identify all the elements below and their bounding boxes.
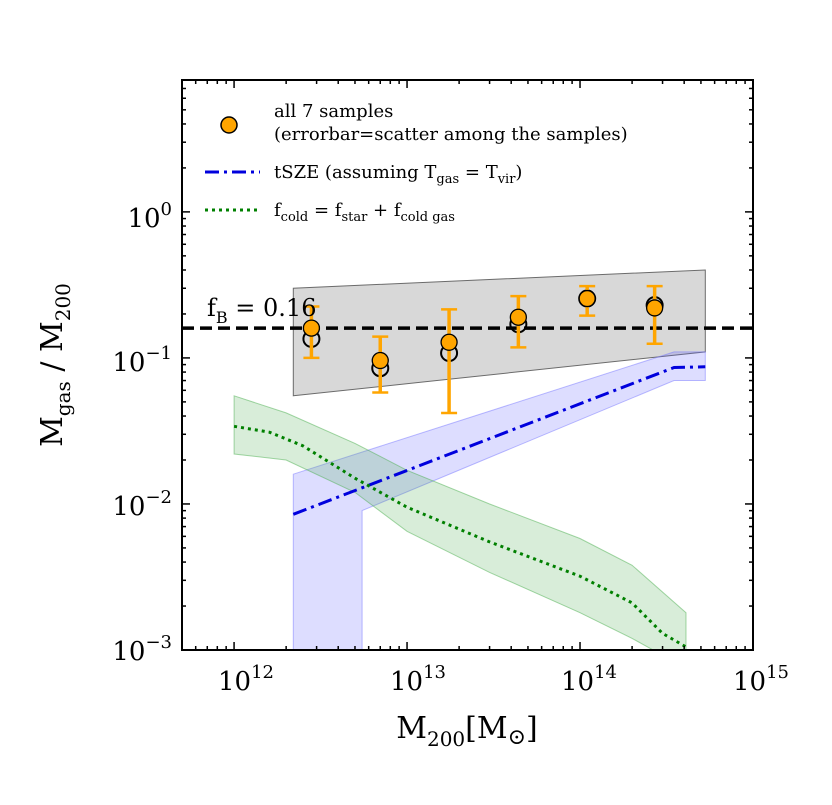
- shaded-bands: [233, 269, 706, 650]
- y-axis-title: Mgas / M200: [35, 283, 75, 447]
- legend-label-tsze: tSZE (assuming Tgas = Tvir): [274, 162, 522, 187]
- y-tick-label-1e-2: 10−2: [112, 487, 172, 522]
- data-markers: [302, 284, 664, 415]
- sample-point-0: [302, 319, 321, 337]
- legend-label-samples-note: (errorbar=scatter among the samples): [274, 124, 628, 145]
- y-tick-label-1e0: 100: [127, 199, 172, 234]
- legend-marker-samples: [220, 116, 238, 134]
- legend-label-samples: all 7 samples: [274, 101, 393, 122]
- x-tick-label-1e13: 1013: [390, 662, 446, 697]
- sample-point-2: [440, 333, 458, 351]
- sample-point-1: [371, 351, 389, 370]
- y-tick-label-1e-3: 10−3: [112, 632, 172, 667]
- tsze-band: [292, 351, 706, 650]
- sample-point-3: [509, 308, 527, 326]
- x-tick-label-1e14: 1014: [561, 662, 617, 697]
- tsze-line: [292, 365, 706, 516]
- sample-point-4: [578, 289, 596, 308]
- x-tick-label-1e15: 1015: [733, 662, 789, 697]
- x-tick-label-1e12: 1012: [218, 662, 274, 697]
- gray-scatter-band: [292, 269, 706, 397]
- axis-ticks: [181, 79, 754, 651]
- y-tick-label-1e-1: 10−1: [112, 343, 172, 378]
- legend-label-fcold: fcold = fstar + fcold gas: [274, 200, 455, 225]
- x-axis-title: M200[M⊙]: [396, 711, 537, 751]
- fcold-band: [233, 395, 687, 650]
- model-lines: [182, 326, 753, 649]
- baryon-fraction-label: fB = 0.16: [207, 294, 316, 327]
- legend: all 7 samples (errorbar=scatter among th…: [205, 101, 628, 225]
- sample-point-5: [645, 299, 664, 317]
